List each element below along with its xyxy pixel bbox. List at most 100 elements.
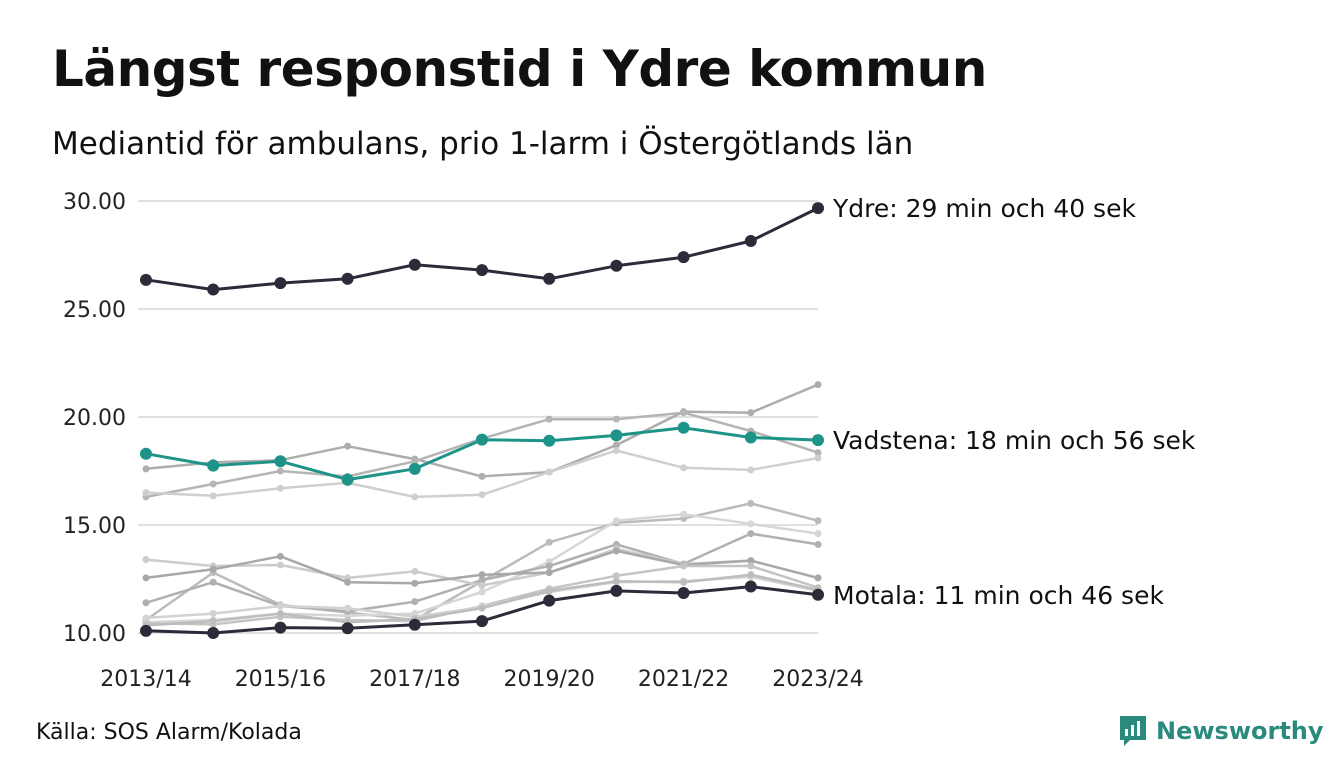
background-series-8 (142, 547, 822, 587)
background-series-11-point (209, 617, 217, 625)
background-series-2-point (814, 449, 822, 457)
newsworthy-logo-icon (1120, 716, 1146, 746)
background-series-8-point (209, 565, 217, 573)
background-series-7-point (411, 567, 419, 575)
series-vadstena-point (677, 421, 690, 434)
series-motala-point (543, 594, 556, 607)
background-series-3-point (478, 491, 486, 499)
background-series-8-point (344, 578, 352, 586)
background-series-8-point (411, 579, 419, 587)
y-tick-label: 25.00 (63, 298, 126, 323)
series-ydre-point (341, 272, 354, 285)
series-motala-point (140, 624, 152, 637)
background-series-9-point (680, 562, 688, 570)
background-series-2 (142, 409, 822, 501)
series-motala-point (341, 622, 354, 635)
background-series-3-point (276, 484, 284, 492)
series-labels: Ydre: 29 min och 40 sek Vadstena: 18 min … (832, 194, 1196, 610)
background-series-3-point (680, 464, 688, 472)
background-series-7-point (142, 556, 150, 564)
y-axis: 10.00 15.00 20.00 25.00 30.00 (63, 190, 126, 647)
background-series-11-point (276, 610, 284, 618)
series-ydre-point (610, 259, 623, 272)
series-ydre-point (744, 234, 757, 247)
series-motala (140, 580, 824, 639)
grid-lines (138, 200, 818, 634)
series-ydre-line (145, 206, 819, 292)
background-series-5-point (814, 530, 822, 538)
series-ydre-point (207, 283, 220, 296)
background-series-9-point (747, 562, 755, 570)
background-series-3-point (814, 454, 822, 462)
background-series-11-point (680, 578, 688, 586)
background-series-10-point (209, 610, 217, 618)
series-motala-point (610, 584, 623, 597)
series-label-ydre: Ydre: 29 min och 40 sek (832, 194, 1136, 223)
background-series-7-point (276, 561, 284, 569)
background-series-2-line (145, 411, 819, 499)
x-tick-label: 2015/16 (235, 667, 326, 692)
background-series-1-point (344, 442, 352, 450)
background-series-5-point (747, 520, 755, 528)
x-tick-label: 2019/20 (503, 667, 594, 692)
series-vadstena-point (207, 459, 220, 472)
background-series-6-point (545, 562, 553, 570)
y-tick-label: 15.00 (63, 514, 126, 539)
background-series-11-point (612, 577, 620, 585)
series-vadstena-point (812, 434, 824, 447)
background-series-11-point (478, 604, 486, 612)
background-series-4-point (814, 517, 822, 525)
series-ydre-point (408, 258, 421, 271)
background-series-6-point (814, 540, 822, 548)
chart-subtitle: Mediantid för ambulans, prio 1-larm i Ös… (52, 126, 914, 162)
series-ydre-point (812, 202, 824, 215)
background-series-2-point (545, 415, 553, 423)
background-series-10-point (344, 604, 352, 612)
background-series-3-point (209, 492, 217, 500)
background-series-8-point (276, 552, 284, 560)
series-vadstena-point (744, 431, 757, 444)
x-tick-label: 2017/18 (369, 667, 460, 692)
series-motala-point (274, 621, 287, 634)
series-motala-point (812, 588, 824, 601)
y-tick-label: 30.00 (63, 190, 126, 215)
series-vadstena-point (543, 434, 556, 447)
series-motala-point (476, 615, 488, 628)
y-tick-label: 10.00 (63, 622, 126, 647)
background-series-3-point (142, 489, 150, 497)
background-series-10-point (276, 602, 284, 610)
background-series-2-point (411, 457, 419, 465)
background-series-4-point (747, 499, 755, 507)
series-ydre-point (476, 264, 488, 277)
background-series-2-point (680, 409, 688, 417)
background-series-4-point (545, 538, 553, 546)
series-vadstena-point (274, 455, 287, 468)
background-series-5-point (680, 510, 688, 518)
background-series-6-point (747, 530, 755, 538)
x-tick-label: 2021/22 (638, 667, 729, 692)
background-series-9-point (612, 572, 620, 580)
chart-title: Längst responstid i Ydre kommun (52, 40, 987, 98)
series-motala-point (744, 580, 757, 593)
series-vadstena-point (476, 433, 488, 446)
x-tick-label: 2023/24 (772, 667, 863, 692)
series-vadstena-point (341, 473, 354, 486)
background-series-8-point (747, 557, 755, 565)
series-ydre-point (677, 251, 690, 264)
background-series-1-point (142, 465, 150, 473)
background-series-11-point (747, 571, 755, 579)
background-series-8-point (612, 547, 620, 555)
background-series-8-point (545, 569, 553, 577)
x-tick-label: 2013/14 (100, 667, 191, 692)
series-ydre-point (140, 273, 152, 286)
y-tick-label: 20.00 (63, 406, 126, 431)
brand-logo: Newsworthy (1118, 714, 1324, 748)
background-series-6-point (411, 598, 419, 606)
background-series-5-point (612, 517, 620, 525)
background-series-1-point (478, 472, 486, 480)
series-motala-point (207, 627, 220, 639)
background-series-8-point (142, 574, 150, 582)
background-series-5-point (478, 588, 486, 596)
background-series-7-point (478, 581, 486, 589)
x-axis: 2013/14 2015/16 2017/18 2019/20 2021/22 2023/… (100, 667, 863, 692)
